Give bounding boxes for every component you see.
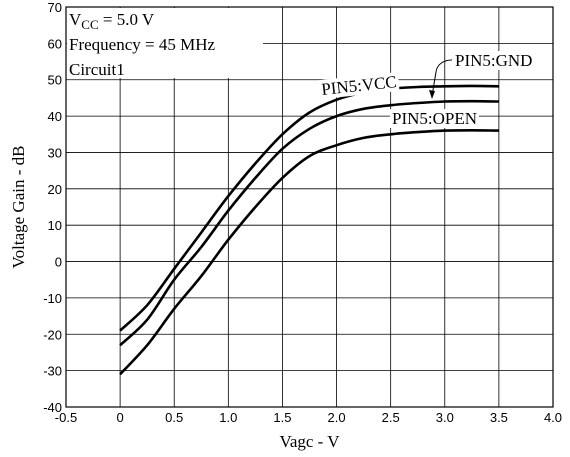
- series-label-pin5-vcc: PIN5:VCC: [320, 72, 397, 99]
- vcc-subscript: CC: [81, 17, 98, 32]
- series-label-pin5-open-group: PIN5:OPEN: [390, 109, 480, 128]
- series-label-pin5-gnd: PIN5:GND: [455, 51, 532, 70]
- vcc-value: = 5.0 V: [99, 10, 155, 29]
- circuit-annotation: Circuit1: [69, 60, 125, 79]
- y-tick-label-5: 10: [48, 218, 62, 233]
- series-label-pin5-open: PIN5:OPEN: [392, 109, 477, 128]
- series-line-pin5-gnd: [119, 99, 499, 347]
- series-label-pin5-vcc-group: PIN5:VCC: [318, 71, 400, 100]
- y-tick-label-7: 30: [48, 145, 62, 160]
- y-tick-label-10: 60: [48, 36, 62, 51]
- y-tick-label-4: 0: [55, 255, 62, 270]
- series-label-pin5-vcc-bg: [318, 71, 400, 100]
- x-axis-label: Vagc - V: [279, 432, 340, 451]
- x-tick-label-1: 0: [116, 410, 123, 425]
- x-tick-label-8: 3.5: [490, 410, 508, 425]
- gnd-leader-line: [431, 59, 453, 97]
- series-label-pin5-gnd-group: PIN5:GND: [453, 51, 535, 70]
- y-tick-label-6: 20: [48, 182, 62, 197]
- y-tick-label-0: -40: [43, 400, 62, 415]
- vcc-prefix: V: [69, 10, 82, 29]
- y-tick-label-3: -10: [43, 291, 62, 306]
- y-tick-label-2: -20: [43, 327, 62, 342]
- frequency-annotation: Frequency = 45 MHz: [69, 35, 215, 54]
- y-tick-labels: -40 -30 -20 -10 0 10 20 30 40 50 60 70: [43, 0, 62, 415]
- x-tick-label-4: 1.5: [273, 410, 291, 425]
- x-tick-label-7: 3.0: [436, 410, 454, 425]
- y-tick-label-8: 40: [48, 109, 62, 124]
- x-tick-label-6: 2.5: [382, 410, 400, 425]
- series-line-pin5-vcc: [119, 84, 499, 332]
- series-label-pin5-open-bg: [390, 109, 480, 128]
- series-lines: [119, 84, 499, 376]
- x-tick-label-3: 1.0: [219, 410, 237, 425]
- x-tick-label-9: 4.0: [544, 410, 562, 425]
- y-tick-label-11: 70: [48, 0, 62, 15]
- series-labels: PIN5:VCC PIN5:GND PIN5:OPEN: [318, 51, 535, 128]
- x-tick-label-0: -0.5: [55, 410, 77, 425]
- gnd-leader-arrow: [429, 90, 435, 99]
- y-tick-label-9: 50: [48, 73, 62, 88]
- annotation-box: [67, 8, 263, 78]
- x-tick-label-2: 0.5: [165, 410, 183, 425]
- y-tick-label-1: -30: [43, 364, 62, 379]
- y-axis-label: Voltage Gain - dB: [9, 146, 28, 269]
- series-line-pin5-open: [119, 129, 499, 376]
- x-tick-label-5: 2.0: [328, 410, 346, 425]
- x-tick-labels: -0.5 0 0.5 1.0 1.5 2.0 2.5 3.0 3.5 4.0: [55, 410, 562, 425]
- series-label-pin5-gnd-bg: [453, 51, 535, 70]
- plot-frame: [65, 6, 554, 408]
- vcc-annotation: VCC = 5.0 V: [69, 10, 155, 32]
